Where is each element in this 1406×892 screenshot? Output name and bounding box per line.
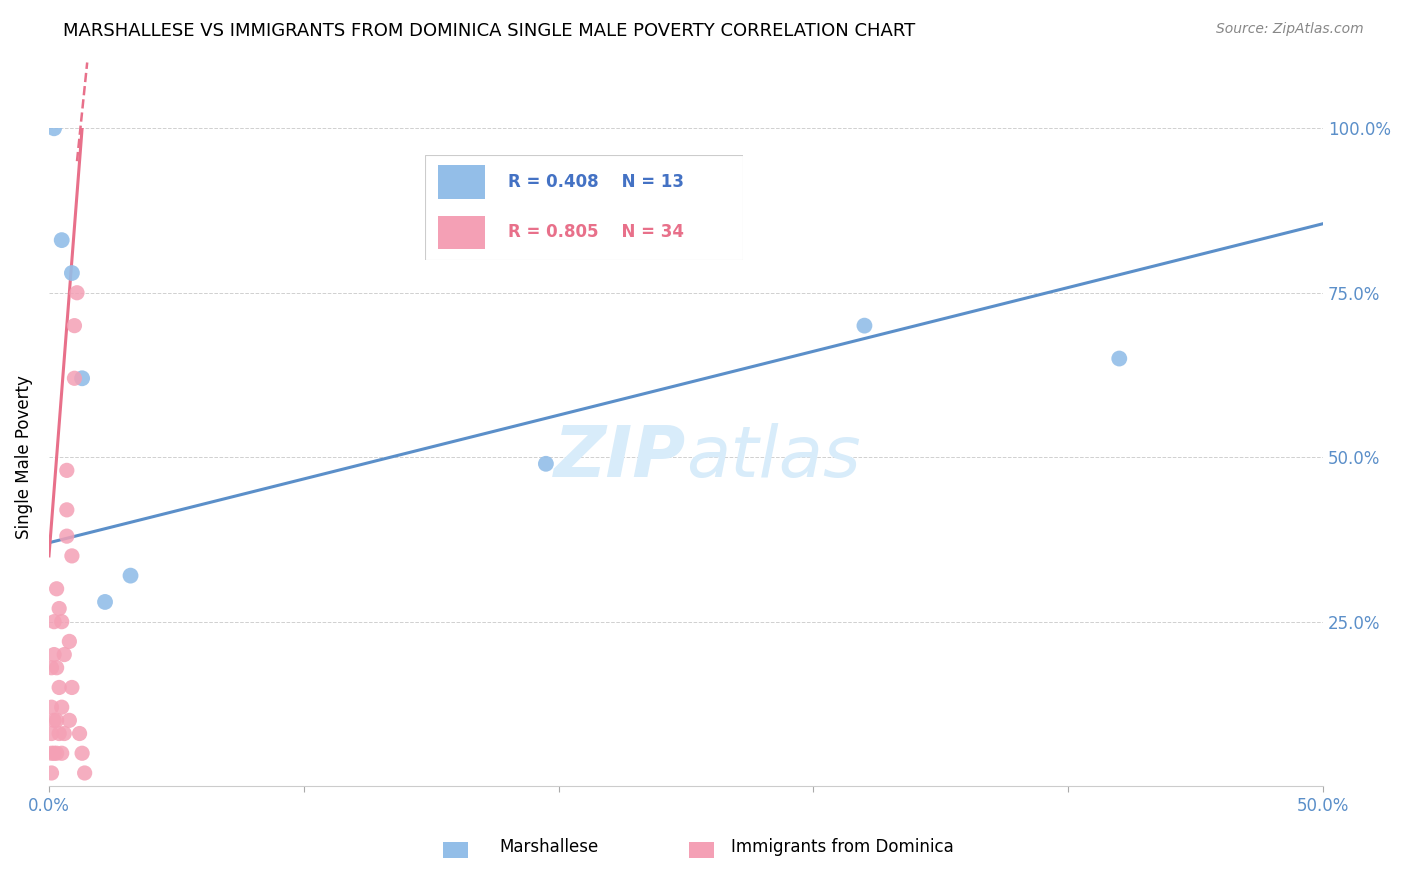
Point <box>41 661 63 675</box>
Point <box>53 648 76 662</box>
Point <box>66 285 89 300</box>
Point <box>48 681 70 695</box>
Point <box>42 746 65 760</box>
Text: Immigrants from Dominica: Immigrants from Dominica <box>731 838 953 855</box>
Point <box>45 582 67 596</box>
Point <box>60 266 83 280</box>
Point <box>56 529 79 543</box>
Point <box>51 233 73 247</box>
Point <box>48 726 70 740</box>
Text: ZIP: ZIP <box>554 423 686 491</box>
Point <box>41 766 63 780</box>
Point <box>42 121 65 136</box>
Point <box>42 648 65 662</box>
Point <box>42 714 65 728</box>
Point <box>42 615 65 629</box>
Point <box>51 746 73 760</box>
Point <box>853 318 876 333</box>
Point <box>45 746 67 760</box>
Point <box>56 463 79 477</box>
Point <box>45 714 67 728</box>
Point <box>41 700 63 714</box>
Text: Marshallese: Marshallese <box>499 838 599 855</box>
Point <box>41 746 63 760</box>
Point <box>70 371 93 385</box>
Point <box>60 681 83 695</box>
Point <box>48 601 70 615</box>
Text: Source: ZipAtlas.com: Source: ZipAtlas.com <box>1216 22 1364 37</box>
Y-axis label: Single Male Poverty: Single Male Poverty <box>15 376 32 539</box>
Point <box>73 766 96 780</box>
Text: MARSHALLESE VS IMMIGRANTS FROM DOMINICA SINGLE MALE POVERTY CORRELATION CHART: MARSHALLESE VS IMMIGRANTS FROM DOMINICA … <box>63 22 915 40</box>
Point <box>63 318 86 333</box>
Point <box>69 726 91 740</box>
Point <box>53 726 76 740</box>
Point <box>60 549 83 563</box>
Point <box>120 568 142 582</box>
Point <box>41 726 63 740</box>
Text: atlas: atlas <box>686 423 860 491</box>
Point <box>58 714 80 728</box>
Point <box>63 371 86 385</box>
Point <box>56 503 79 517</box>
Point <box>51 700 73 714</box>
Point <box>1108 351 1130 366</box>
Point <box>45 661 67 675</box>
Point <box>51 615 73 629</box>
Point <box>94 595 117 609</box>
Point <box>534 457 557 471</box>
Point <box>70 746 93 760</box>
Point <box>58 634 80 648</box>
